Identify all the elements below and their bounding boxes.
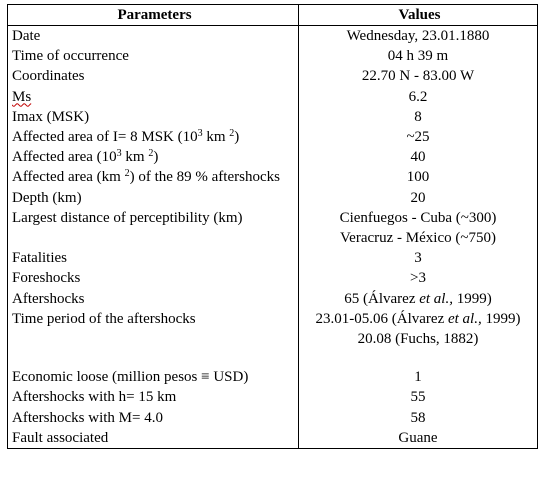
value-cell: Cienfuegos - Cuba (~300) Veracruz - Méxic…: [298, 207, 538, 249]
value-cell: 100: [298, 167, 538, 188]
table-row: Time period of the aftershocks 23.01-05.…: [7, 308, 538, 368]
table-row: Date Wednesday, 23.01.1880: [7, 25, 538, 47]
exponent: 2: [124, 168, 130, 180]
table-row: Foreshocks >3: [7, 268, 538, 289]
value-cell: 20: [298, 187, 538, 208]
ms-label: Ms: [12, 88, 32, 105]
value-cell: 58: [298, 407, 538, 428]
value-text: 65 (Álvarez: [344, 290, 420, 307]
parameter-text: km: [202, 129, 230, 146]
parameter-cell: Aftershocks with h= 15 km: [7, 387, 299, 408]
value-text: 1999): [452, 290, 492, 307]
parameter-cell: Economic loose (million pesos ≡ USD): [7, 367, 299, 388]
value-cell: 3: [298, 248, 538, 269]
parameter-text: ): [234, 129, 240, 146]
parameter-cell: Date: [7, 25, 299, 47]
table-row: Affected area (km 2) of the 89 % aftersh…: [7, 167, 538, 188]
parameter-cell: Affected area (km 2) of the 89 % aftersh…: [7, 167, 299, 188]
parameter-cell: Fatalities: [7, 248, 299, 269]
parameter-cell: Aftershocks with M= 4.0: [7, 407, 299, 428]
parameter-cell: Depth (km): [7, 187, 299, 208]
exponent: 2: [148, 148, 154, 160]
value-cell: Guane: [298, 427, 538, 450]
parameter-cell: Ms: [7, 86, 299, 107]
table-row: Largest distance of perceptibility (km) …: [7, 207, 538, 249]
table-row: Affected area of I= 8 MSK (103 km 2) ~25: [7, 127, 538, 148]
value-cell: 8: [298, 106, 538, 128]
table-row: Economic loose (million pesos ≡ USD) 1: [7, 367, 538, 388]
table-row: Aftershocks 65 (Álvarez et al., 1999): [7, 288, 538, 309]
table-row: Affected area (103 km 2) 40: [7, 147, 538, 168]
table-row: Depth (km) 20: [7, 187, 538, 208]
exponent: 3: [197, 128, 203, 140]
parameter-cell: Aftershocks: [7, 288, 299, 309]
parameter-cell: Time of occurrence: [7, 46, 299, 67]
parameter-text: Affected area (10: [12, 149, 117, 166]
value-text: 1999): [481, 310, 521, 327]
value-cell: 55: [298, 387, 538, 408]
value-italic: et al.,: [419, 290, 453, 307]
table-row: Aftershocks with h= 15 km 55: [7, 387, 538, 408]
value-line: Cienfuegos - Cuba (~300): [339, 209, 497, 226]
value-text: 23.01-05.06 (Álvarez: [315, 310, 448, 327]
value-cell: 40: [298, 147, 538, 168]
table-row: Ms 6.2: [7, 86, 538, 107]
parameter-cell: Largest distance of perceptibility (km): [7, 207, 299, 249]
parameter-cell: Imax (MSK): [7, 106, 299, 128]
parameter-text: Affected area of I= 8 MSK (10: [12, 129, 198, 146]
exponent: 2: [229, 128, 235, 140]
parameter-cell: Fault associated: [7, 427, 299, 450]
value-cell: 22.70 N - 83.00 W: [298, 66, 538, 87]
value-cell: >3: [298, 268, 538, 289]
header-parameters: Parameters: [7, 4, 299, 26]
value-cell: 6.2: [298, 86, 538, 107]
parameter-cell: Affected area (103 km 2): [7, 147, 299, 168]
value-cell: Wednesday, 23.01.1880: [298, 25, 538, 47]
parameter-cell: Coordinates: [7, 66, 299, 87]
earthquake-parameters-table: Parameters Values Date Wednesday, 23.01.…: [7, 4, 538, 450]
table-row: Aftershocks with M= 4.0 58: [7, 407, 538, 428]
parameter-cell: Time period of the aftershocks: [7, 308, 299, 368]
value-line: Veracruz - México (~750): [340, 230, 496, 247]
value-italic: et al.,: [447, 310, 482, 327]
parameter-text: ): [153, 149, 159, 166]
parameter-cell: Affected area of I= 8 MSK (103 km 2): [7, 127, 299, 148]
value-cell: 1: [298, 367, 538, 388]
header-row: Parameters Values: [7, 4, 538, 26]
value-line: 20.08 (Fuchs, 1882): [357, 331, 479, 348]
value-cell: 23.01-05.06 (Álvarez et al., 1999) 20.08 …: [298, 308, 538, 368]
value-cell: ~25: [298, 127, 538, 148]
header-values: Values: [298, 4, 538, 26]
parameter-cell: Foreshocks: [7, 268, 299, 289]
parameter-text: Affected area (km: [12, 169, 125, 186]
table-row: Coordinates 22.70 N - 83.00 W: [7, 66, 538, 87]
blank-line: [305, 349, 531, 367]
value-line: 23.01-05.06 (Álvarez et al., 1999): [305, 309, 531, 329]
parameter-text: km: [121, 149, 149, 166]
exponent: 3: [116, 148, 122, 160]
table-row: Fault associated Guane: [7, 427, 538, 450]
table-row: Fatalities 3: [7, 248, 538, 269]
table-row: Imax (MSK) 8: [7, 106, 538, 128]
table-row: Time of occurrence 04 h 39 m: [7, 46, 538, 67]
parameter-text: ) of the 89 % aftershocks: [129, 169, 280, 186]
value-cell: 04 h 39 m: [298, 46, 538, 67]
value-cell: 65 (Álvarez et al., 1999): [298, 288, 538, 309]
